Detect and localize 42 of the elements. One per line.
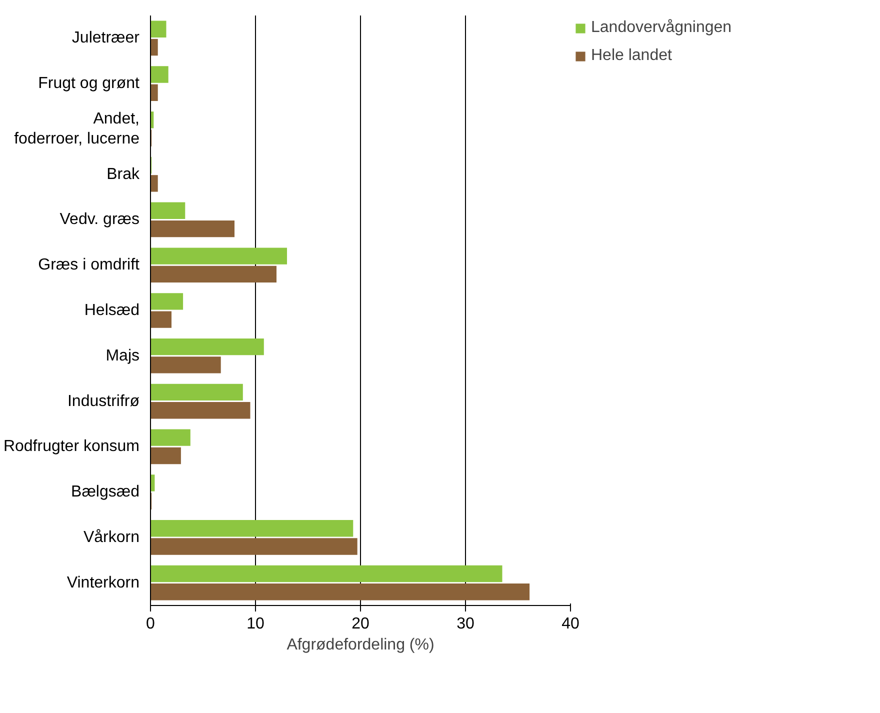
x-tick-label: 10 (246, 616, 264, 632)
y-tick-label: Vårkorn (83, 528, 140, 546)
bar (150, 293, 184, 310)
bar (150, 338, 264, 356)
bar (150, 311, 172, 328)
bar (150, 520, 354, 537)
y-tick-label: Bælgsæd (71, 484, 140, 501)
legend-label: Landovervågningen (591, 19, 732, 37)
bar (150, 66, 168, 83)
y-tick-label: Vedv. græs (60, 211, 140, 228)
y-tick-label: Brak (106, 166, 140, 183)
bar (150, 38, 158, 56)
y-tick-label: Vinterkorn (66, 574, 140, 592)
y-tick-label: Majs (106, 347, 140, 364)
bar (150, 356, 221, 374)
bar (150, 402, 250, 419)
bar (150, 384, 243, 401)
y-tick-label: Juletræer (72, 30, 140, 47)
bar (150, 84, 158, 102)
bar (150, 538, 358, 555)
y-tick-label: Andet, foderroer, lucerne (14, 110, 140, 148)
x-axis-title: Afgrødefordeling (%) (286, 636, 434, 654)
x-tick-label: 30 (456, 616, 474, 632)
x-tick-label: 20 (352, 616, 370, 632)
x-tick-label: 40 (562, 616, 580, 632)
y-tick-label: Industrifrø (67, 392, 140, 410)
bar (150, 584, 530, 600)
y-tick-label: Rodfrugter konsum (3, 438, 140, 456)
legend-label: Hele landet (591, 47, 672, 65)
bar (150, 248, 287, 264)
y-tick-label: Græs i omdrift (38, 256, 140, 274)
bar (150, 202, 186, 220)
bar (150, 175, 158, 192)
x-tick-label: 0 (146, 616, 156, 632)
y-tick-label: Helsæd (84, 302, 140, 319)
bar (150, 266, 276, 283)
bar (150, 20, 166, 38)
y-tick-label: Frugt og grønt (38, 75, 140, 92)
bar (150, 565, 502, 582)
bar (150, 220, 234, 238)
bar (150, 429, 190, 446)
bar (150, 447, 181, 464)
